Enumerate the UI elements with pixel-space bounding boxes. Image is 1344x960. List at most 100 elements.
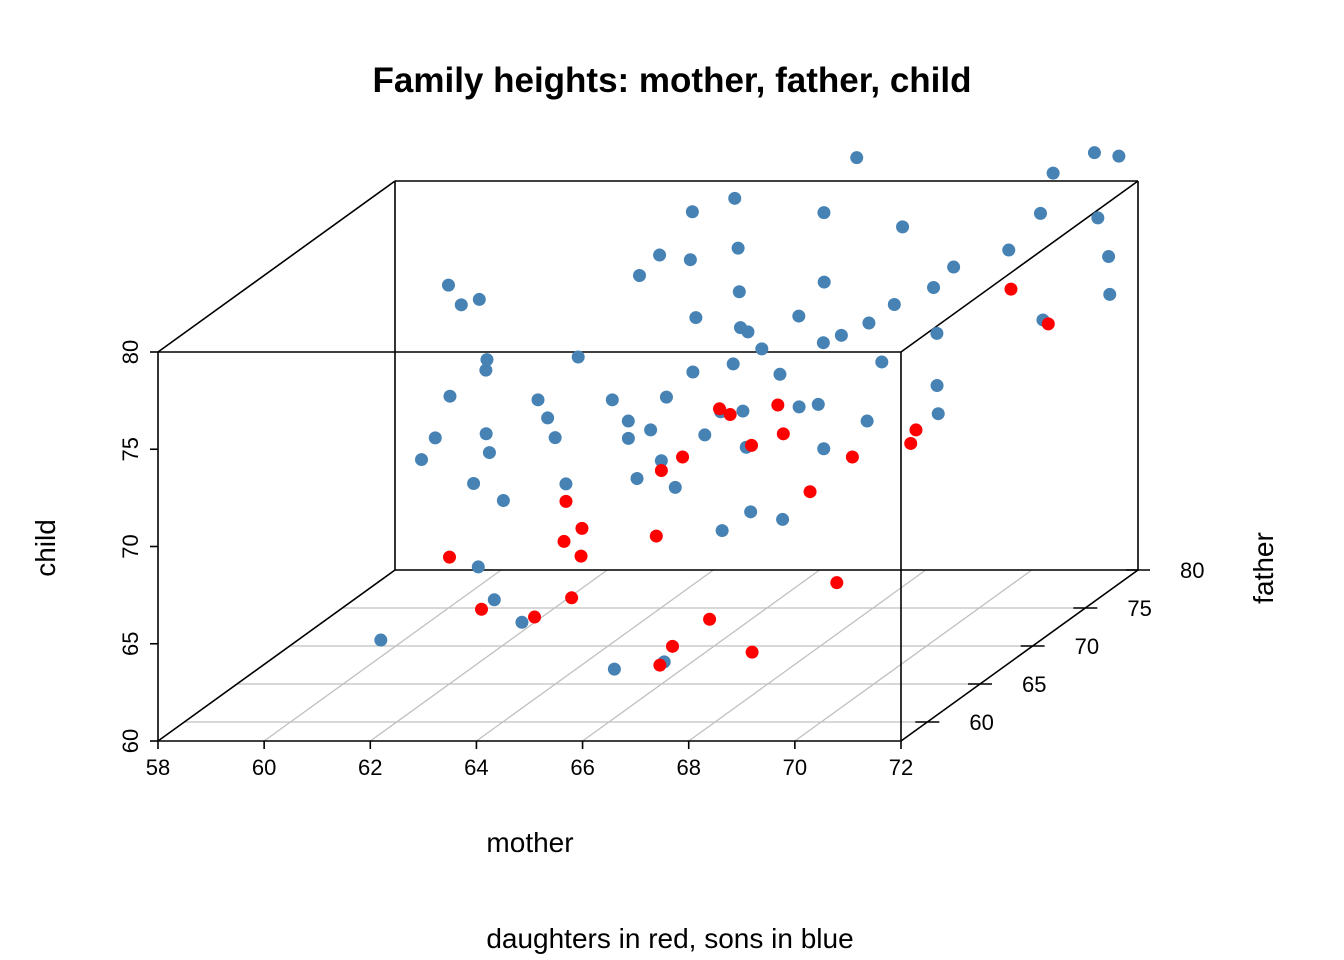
son-point xyxy=(479,363,493,377)
son-point xyxy=(817,442,831,456)
son-point xyxy=(860,414,874,428)
son-point xyxy=(1103,287,1117,301)
daughter-point xyxy=(845,450,859,464)
son-point xyxy=(632,268,646,282)
daughter-point xyxy=(1004,282,1018,296)
x-tick-label: 64 xyxy=(464,755,488,780)
z-axis-label: child xyxy=(30,519,61,577)
son-point xyxy=(479,427,493,441)
son-point xyxy=(668,480,682,494)
daughter-point xyxy=(654,464,668,477)
son-point xyxy=(428,431,442,445)
son-point xyxy=(607,662,621,676)
chart-title: Family heights: mother, father, child xyxy=(373,61,972,100)
son-point xyxy=(686,365,700,379)
box-edge xyxy=(157,180,396,353)
son-point xyxy=(736,404,750,418)
son-point xyxy=(541,411,555,425)
son-point xyxy=(414,453,428,467)
son-point xyxy=(548,431,562,445)
son-point xyxy=(875,355,889,369)
y-tick-label: 70 xyxy=(1075,634,1099,659)
son-point xyxy=(515,615,529,629)
y-axis-label: father xyxy=(1248,532,1279,604)
son-point xyxy=(947,260,961,274)
x-axis-label: mother xyxy=(486,827,573,858)
father-axis-ticks: 60 65 70 75 80 xyxy=(915,558,1204,735)
son-point xyxy=(776,512,790,526)
son-point xyxy=(927,281,941,294)
daughter-point xyxy=(474,602,488,616)
son-point xyxy=(630,472,644,486)
daughter-point xyxy=(676,450,690,464)
floor-gridline-x xyxy=(688,569,927,742)
son-point xyxy=(834,328,848,342)
x-tick-label: 62 xyxy=(358,755,382,780)
son-point xyxy=(472,292,486,306)
son-point xyxy=(1033,206,1047,220)
son-point xyxy=(726,357,740,371)
daughter-point xyxy=(904,436,918,450)
son-point xyxy=(773,367,787,381)
daughter-point xyxy=(723,408,737,422)
son-point xyxy=(441,278,455,292)
daughter-point xyxy=(653,658,667,672)
son-point xyxy=(1002,243,1016,257)
son-point xyxy=(471,560,485,574)
box-edge xyxy=(900,180,1139,353)
data-points xyxy=(374,146,1126,676)
daughter-point xyxy=(574,549,588,563)
son-point xyxy=(817,206,831,220)
daughter-point xyxy=(830,576,844,590)
son-point xyxy=(811,397,825,411)
daughter-point xyxy=(557,534,571,548)
x-tick-label: 70 xyxy=(783,755,807,780)
box-edge xyxy=(900,569,1139,742)
son-point xyxy=(930,326,944,340)
floor-gridline-x xyxy=(476,569,714,742)
son-point xyxy=(443,389,457,403)
son-point xyxy=(896,220,910,234)
daughter-point xyxy=(771,398,785,412)
son-point xyxy=(817,275,831,289)
son-point xyxy=(559,477,573,491)
son-point xyxy=(816,336,830,350)
son-point xyxy=(862,316,876,330)
daughter-point xyxy=(528,610,542,624)
son-point xyxy=(930,379,944,393)
daughter-point xyxy=(745,645,759,659)
mother-axis-ticks: 58 60 62 64 66 68 70 72 xyxy=(146,741,913,780)
daughter-point xyxy=(1041,317,1055,331)
son-point xyxy=(1087,146,1101,160)
daughter-point xyxy=(803,485,817,499)
son-point xyxy=(698,428,712,442)
z-tick-label: 60 xyxy=(118,729,143,753)
y-tick-label: 75 xyxy=(1127,596,1151,621)
son-point xyxy=(454,298,468,312)
son-point xyxy=(887,297,901,311)
floor-gridline-x xyxy=(794,569,1033,742)
z-tick-label: 70 xyxy=(118,534,143,558)
son-point xyxy=(653,248,667,262)
box-edge xyxy=(157,569,396,742)
son-point xyxy=(733,321,747,335)
son-point xyxy=(1091,211,1105,225)
son-point xyxy=(792,309,806,323)
son-point xyxy=(482,446,496,460)
daughter-point xyxy=(649,529,663,543)
son-point xyxy=(374,633,388,647)
daughter-point xyxy=(442,550,456,564)
son-point xyxy=(480,353,494,367)
z-tick-label: 65 xyxy=(118,632,143,656)
daughter-point xyxy=(776,427,790,441)
chart-subtitle: daughters in red, sons in blue xyxy=(486,923,853,954)
son-point xyxy=(1046,166,1060,180)
x-tick-label: 58 xyxy=(146,755,170,780)
son-point xyxy=(496,494,510,507)
x-tick-label: 72 xyxy=(889,755,913,780)
daughter-point xyxy=(666,639,680,653)
son-point xyxy=(605,393,619,407)
son-point xyxy=(1112,149,1126,163)
